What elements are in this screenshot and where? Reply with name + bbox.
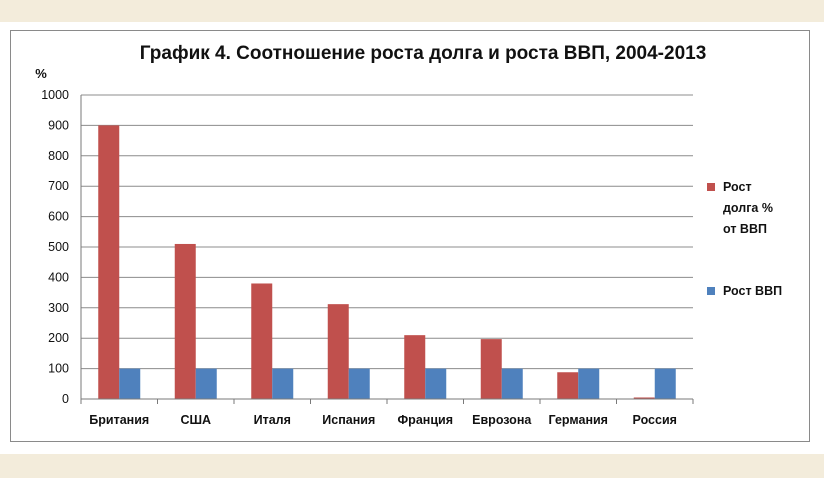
bar <box>578 368 600 399</box>
legend-label: Рост ВВП <box>723 284 782 298</box>
x-category-label: Еврозона <box>472 413 532 427</box>
bar <box>119 368 141 399</box>
chart-title: График 4. Соотношение роста долга и рост… <box>140 43 707 64</box>
x-category-label: США <box>180 413 211 427</box>
bar <box>195 368 217 399</box>
bar <box>557 372 579 399</box>
bar <box>174 243 196 399</box>
y-axis-ticks: 0 100 200 300 400 500 600 700 800 900 1000 <box>41 88 69 406</box>
y-tick-label: 700 <box>48 179 69 193</box>
y-tick-label: 1000 <box>41 88 69 102</box>
bar <box>654 368 676 399</box>
gridlines <box>81 94 693 370</box>
legend-label: долга % <box>723 201 773 215</box>
x-category-label: Франция <box>398 413 453 427</box>
y-tick-label: 200 <box>48 331 69 345</box>
x-category-label: Италя <box>254 413 291 427</box>
bar <box>272 368 294 399</box>
x-category-label: Германия <box>549 413 608 427</box>
chart-panel: График 4. Соотношение роста долга и рост… <box>0 22 824 454</box>
y-tick-label: 100 <box>48 362 69 376</box>
x-category-label: Испания <box>322 413 375 427</box>
y-tick-label: 300 <box>48 301 69 315</box>
y-tick-label: 0 <box>62 392 69 406</box>
bars <box>98 125 676 400</box>
legend-label: Рост <box>723 180 752 194</box>
chart-frame: График 4. Соотношение роста долга и рост… <box>10 30 810 442</box>
legend-swatch <box>707 183 715 191</box>
bar <box>251 283 273 399</box>
y-axis-label: % <box>35 66 47 81</box>
bar <box>327 304 349 399</box>
y-tick-label: 500 <box>48 240 69 254</box>
x-axis-categories: Британия США Италя Испания Франция Еврозона Ге… <box>89 413 677 427</box>
legend: Рост долга % от ВВП Рост ВВП <box>707 180 782 298</box>
bar <box>633 397 655 399</box>
bar <box>348 368 370 399</box>
y-tick-label: 800 <box>48 149 69 163</box>
legend-label: от ВВП <box>723 222 767 236</box>
legend-swatch <box>707 287 715 295</box>
y-tick-label: 900 <box>48 118 69 132</box>
y-tick-label: 400 <box>48 270 69 284</box>
bar <box>425 368 447 399</box>
axes <box>80 95 694 404</box>
bar-chart: График 4. Соотношение роста долга и рост… <box>35 43 782 427</box>
y-tick-label: 600 <box>48 210 69 224</box>
bar <box>501 368 523 399</box>
bar <box>480 339 502 399</box>
bar <box>98 125 120 400</box>
x-category-label: Россия <box>633 413 677 427</box>
x-category-label: Британия <box>89 413 149 427</box>
bar <box>404 335 426 399</box>
